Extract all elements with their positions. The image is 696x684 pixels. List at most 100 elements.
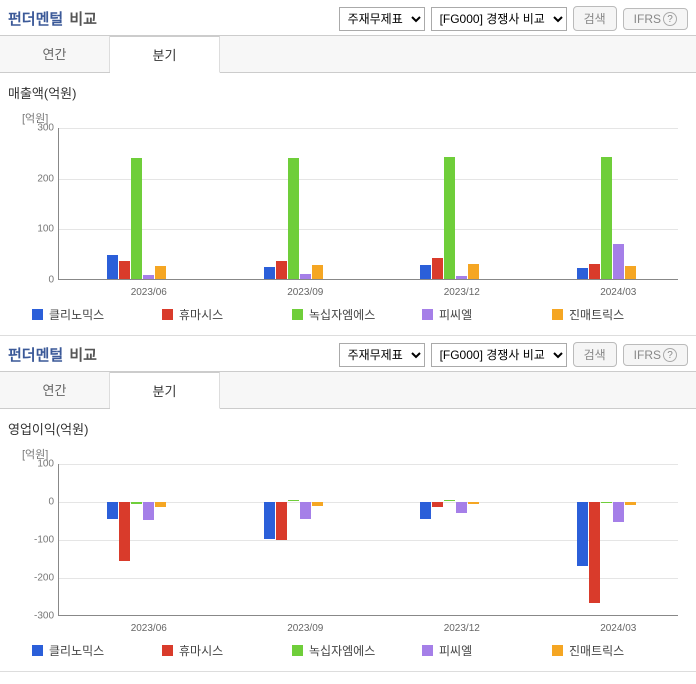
bar (625, 266, 636, 279)
ytick-label: -100 (18, 535, 54, 546)
tabs: 연간분기 (0, 372, 696, 409)
tab-quarter[interactable]: 분기 (110, 372, 220, 409)
legend-label: 클리노믹스 (49, 642, 104, 659)
gridline (59, 464, 678, 465)
bar (312, 265, 323, 279)
bar (107, 255, 118, 279)
legend-item: 피씨엘 (422, 306, 552, 323)
legend-swatch (292, 645, 303, 656)
legend-item: 녹십자엠에스 (292, 642, 422, 659)
legend-label: 녹십자엠에스 (309, 642, 375, 659)
legend-item: 피씨엘 (422, 642, 552, 659)
legend-label: 피씨엘 (439, 642, 472, 659)
gridline (59, 229, 678, 230)
bar (107, 502, 118, 519)
bar (468, 264, 479, 279)
legend-item: 진매트릭스 (552, 306, 682, 323)
bar (300, 274, 311, 279)
bar (432, 258, 443, 279)
tab-quarter[interactable]: 분기 (110, 36, 220, 73)
title-sub: 비교 (69, 11, 97, 28)
controls: 주재무제표[FG000] 경쟁사 비교검색 IFRS ? (339, 6, 688, 31)
legend-swatch (552, 645, 563, 656)
legend-swatch (162, 645, 173, 656)
bar (444, 157, 455, 279)
bar (131, 158, 142, 279)
ytick-label: 100 (18, 459, 54, 470)
tabs: 연간분기 (0, 36, 696, 73)
bar (119, 261, 130, 279)
legend-item: 녹십자엠에스 (292, 306, 422, 323)
bar (276, 502, 287, 540)
legend: 클리노믹스 휴마시스 녹십자엠에스 피씨엘 진매트릭스 (8, 634, 688, 671)
title-main: 펀더멘털 (8, 347, 63, 364)
ifrs-button[interactable]: IFRS ? (623, 8, 688, 30)
search-button[interactable]: 검색 (573, 342, 617, 367)
bar (264, 267, 275, 279)
legend-swatch (422, 309, 433, 320)
panel-header: 펀더멘털 비교 주재무제표[FG000] 경쟁사 비교검색 IFRS ? (0, 336, 696, 372)
bar (131, 502, 142, 504)
legend-item: 휴마시스 (162, 642, 292, 659)
select-statement[interactable]: 주재무제표 (339, 7, 425, 31)
help-icon: ? (663, 12, 677, 26)
bar (143, 502, 154, 520)
search-button[interactable]: 검색 (573, 6, 617, 31)
bar (601, 502, 612, 503)
legend-item: 클리노믹스 (32, 306, 162, 323)
panel-title: 펀더멘털 비교 (8, 344, 97, 365)
select-compare[interactable]: [FG000] 경쟁사 비교 (431, 7, 567, 31)
legend-item: 휴마시스 (162, 306, 292, 323)
legend-swatch (552, 309, 563, 320)
bar (420, 265, 431, 279)
chart-area: 영업이익(억원)[억원]-300-200-10001002023/062023/… (0, 409, 696, 671)
ifrs-button[interactable]: IFRS ? (623, 344, 688, 366)
tab-annual[interactable]: 연간 (0, 36, 110, 72)
legend-swatch (292, 309, 303, 320)
bar (264, 502, 275, 539)
bar (312, 502, 323, 506)
gridline (59, 179, 678, 180)
ytick-label: 0 (18, 275, 54, 286)
ytick-label: -200 (18, 573, 54, 584)
bar (155, 266, 166, 279)
bar (613, 502, 624, 522)
bar (625, 502, 636, 505)
bar (420, 502, 431, 519)
bar (288, 158, 299, 279)
ytick-label: 100 (18, 224, 54, 235)
bar (456, 502, 467, 513)
title-sub: 비교 (69, 347, 97, 364)
ytick-label: -300 (18, 611, 54, 622)
legend-label: 클리노믹스 (49, 306, 104, 323)
select-statement[interactable]: 주재무제표 (339, 343, 425, 367)
bar (577, 502, 588, 566)
bar (601, 157, 612, 279)
bar (577, 268, 588, 279)
legend-label: 진매트릭스 (569, 642, 624, 659)
legend-swatch (162, 309, 173, 320)
xtick-label: 2023/06 (131, 623, 167, 634)
chart-title: 매출액(억원) (8, 83, 688, 102)
xtick-label: 2023/12 (444, 287, 480, 298)
panel-title: 펀더멘털 비교 (8, 8, 97, 29)
bar (468, 502, 479, 504)
panel-1: 펀더멘털 비교주재무제표[FG000] 경쟁사 비교검색IFRS ?연간분기영업… (0, 336, 696, 672)
bar (613, 244, 624, 279)
select-compare[interactable]: [FG000] 경쟁사 비교 (431, 343, 567, 367)
tab-annual[interactable]: 연간 (0, 372, 110, 408)
panel-header: 펀더멘털 비교 주재무제표[FG000] 경쟁사 비교검색 IFRS ? (0, 0, 696, 36)
legend-swatch (422, 645, 433, 656)
xtick-label: 2023/09 (287, 287, 323, 298)
legend-item: 클리노믹스 (32, 642, 162, 659)
chart-area: 매출액(억원)[억원]01002003002023/062023/092023/… (0, 73, 696, 335)
bar (143, 275, 154, 279)
plot-area (58, 128, 678, 280)
legend-label: 휴마시스 (179, 642, 223, 659)
bar (119, 502, 130, 561)
ytick-label: 200 (18, 173, 54, 184)
ytick-label: 0 (18, 497, 54, 508)
legend-label: 휴마시스 (179, 306, 223, 323)
plot-area (58, 464, 678, 616)
bar (300, 502, 311, 519)
